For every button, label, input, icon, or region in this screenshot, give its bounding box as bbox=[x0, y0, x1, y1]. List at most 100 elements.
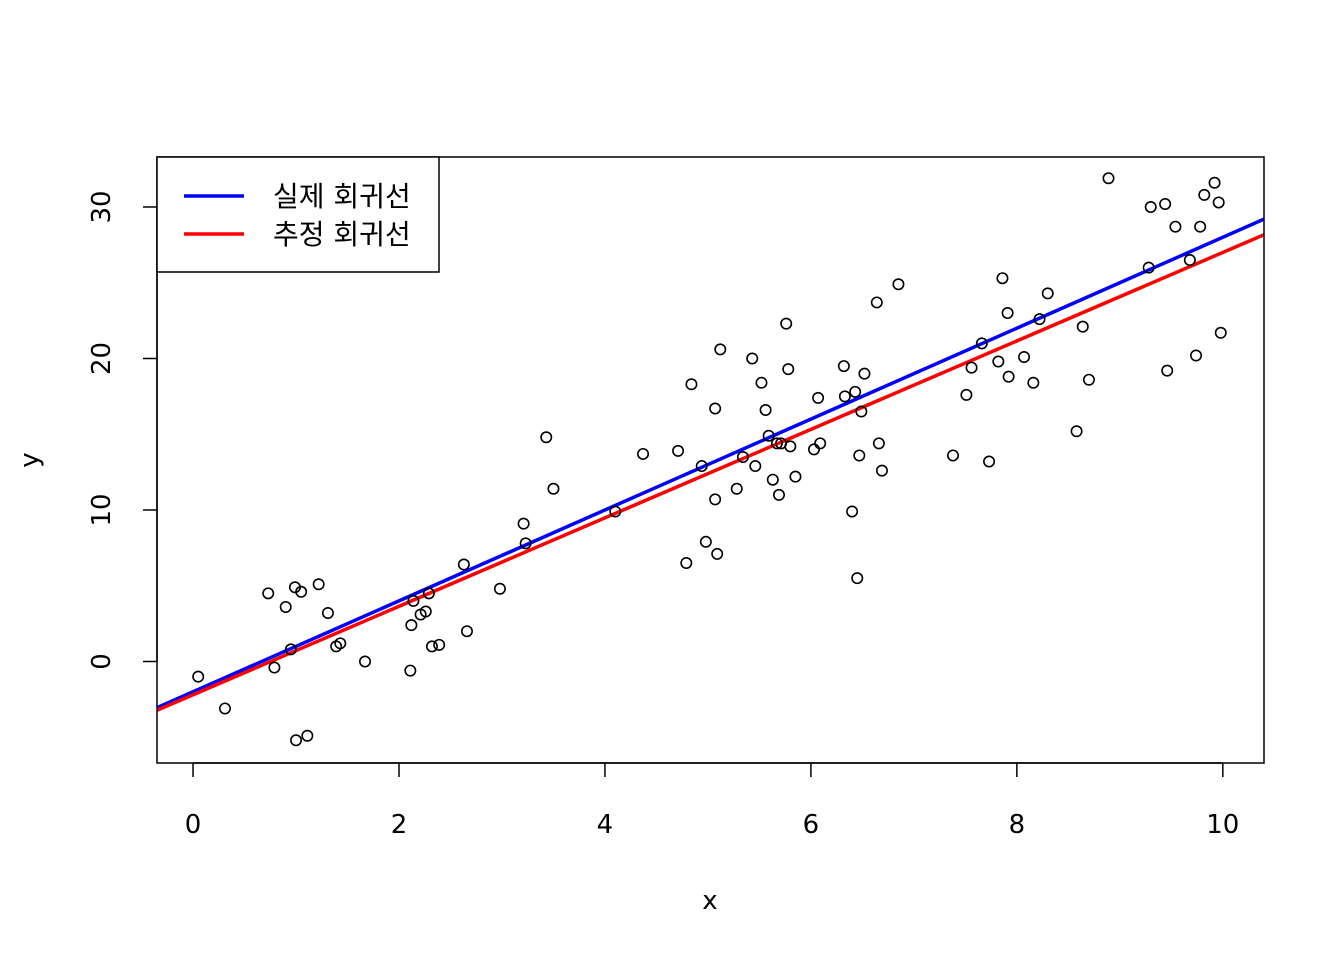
data-point bbox=[460, 625, 473, 638]
data-point bbox=[759, 404, 772, 417]
data-point bbox=[855, 405, 868, 418]
x-tick-label: 6 bbox=[803, 810, 820, 840]
data-point bbox=[457, 558, 470, 571]
legend-label-true-line: 실제 회귀선 bbox=[273, 180, 411, 213]
data-point bbox=[814, 437, 827, 450]
legend: 실제 회귀선 추정 회귀선 bbox=[156, 156, 440, 273]
data-point bbox=[870, 296, 883, 309]
data-point bbox=[262, 587, 275, 600]
data-point bbox=[947, 449, 960, 462]
data-point bbox=[766, 473, 779, 486]
data-point bbox=[772, 488, 785, 501]
x-tick-label: 8 bbox=[1009, 810, 1026, 840]
data-point bbox=[1212, 196, 1225, 209]
data-point bbox=[268, 661, 281, 674]
data-point bbox=[517, 517, 530, 530]
data-point bbox=[960, 388, 973, 401]
data-point bbox=[218, 702, 231, 715]
data-point bbox=[1070, 425, 1083, 438]
data-point bbox=[672, 444, 685, 457]
data-point bbox=[789, 470, 802, 483]
y-axis-label: y bbox=[15, 452, 45, 467]
x-tick-label: 2 bbox=[391, 810, 408, 840]
data-point bbox=[709, 493, 722, 506]
data-point bbox=[709, 402, 722, 415]
data-point bbox=[685, 378, 698, 391]
regression-lines bbox=[157, 217, 1264, 712]
data-points bbox=[192, 172, 1227, 747]
data-point bbox=[1190, 349, 1203, 362]
data-point bbox=[312, 578, 325, 591]
data-point bbox=[425, 640, 438, 653]
data-point bbox=[1102, 172, 1115, 185]
data-point bbox=[996, 272, 1009, 285]
data-point bbox=[755, 376, 768, 389]
data-point bbox=[983, 455, 996, 468]
data-point bbox=[711, 547, 724, 560]
data-point bbox=[405, 619, 418, 632]
data-point bbox=[637, 447, 650, 460]
legend-box bbox=[156, 156, 440, 273]
data-point bbox=[838, 390, 851, 403]
data-point bbox=[680, 557, 693, 570]
y-tick-label: 30 bbox=[87, 190, 117, 223]
data-point bbox=[1214, 326, 1227, 339]
data-point bbox=[749, 460, 762, 473]
data-point bbox=[290, 734, 303, 747]
data-point bbox=[872, 437, 885, 450]
data-point bbox=[1027, 376, 1040, 389]
data-point bbox=[782, 363, 795, 376]
data-point bbox=[746, 352, 759, 365]
data-point bbox=[992, 355, 1005, 368]
data-point bbox=[1159, 197, 1172, 210]
data-point bbox=[1144, 200, 1157, 213]
data-point bbox=[875, 464, 888, 477]
data-point bbox=[699, 535, 712, 548]
data-point bbox=[192, 670, 205, 683]
data-point bbox=[433, 638, 446, 651]
data-point bbox=[301, 729, 314, 742]
y-axis: 0 10 20 30 bbox=[87, 190, 158, 670]
data-point bbox=[547, 482, 560, 495]
data-point bbox=[1169, 220, 1182, 233]
data-point bbox=[1018, 350, 1031, 363]
data-point bbox=[519, 537, 532, 550]
data-point bbox=[419, 605, 432, 618]
x-axis-label: x bbox=[702, 886, 717, 916]
data-point bbox=[812, 391, 825, 404]
data-point bbox=[837, 360, 850, 373]
data-point bbox=[1198, 188, 1211, 201]
true-regression-line bbox=[157, 217, 1264, 710]
data-point bbox=[714, 343, 727, 356]
data-point bbox=[846, 505, 859, 518]
data-point bbox=[858, 367, 871, 380]
data-point bbox=[493, 582, 506, 595]
data-point bbox=[965, 361, 978, 374]
data-point bbox=[1001, 307, 1014, 320]
data-point bbox=[849, 385, 862, 398]
data-point bbox=[422, 587, 435, 600]
data-point bbox=[279, 600, 292, 613]
data-point bbox=[807, 443, 820, 456]
data-point bbox=[359, 655, 372, 668]
data-point bbox=[780, 317, 793, 330]
x-tick-label: 10 bbox=[1206, 810, 1239, 840]
data-point bbox=[730, 482, 743, 495]
data-point bbox=[851, 572, 864, 585]
y-tick-label: 0 bbox=[87, 653, 117, 670]
data-point bbox=[1082, 373, 1095, 386]
data-point bbox=[1033, 313, 1046, 326]
y-tick-label: 10 bbox=[87, 493, 117, 526]
data-point bbox=[892, 278, 905, 291]
data-point bbox=[609, 505, 622, 518]
data-point bbox=[853, 449, 866, 462]
x-axis: 0 2 4 6 8 10 bbox=[185, 762, 1239, 840]
data-point bbox=[404, 664, 417, 677]
data-point bbox=[762, 429, 775, 442]
data-point bbox=[784, 440, 797, 453]
data-point bbox=[1041, 287, 1054, 300]
data-point bbox=[334, 637, 347, 650]
data-point bbox=[770, 437, 783, 450]
data-point bbox=[975, 337, 988, 350]
